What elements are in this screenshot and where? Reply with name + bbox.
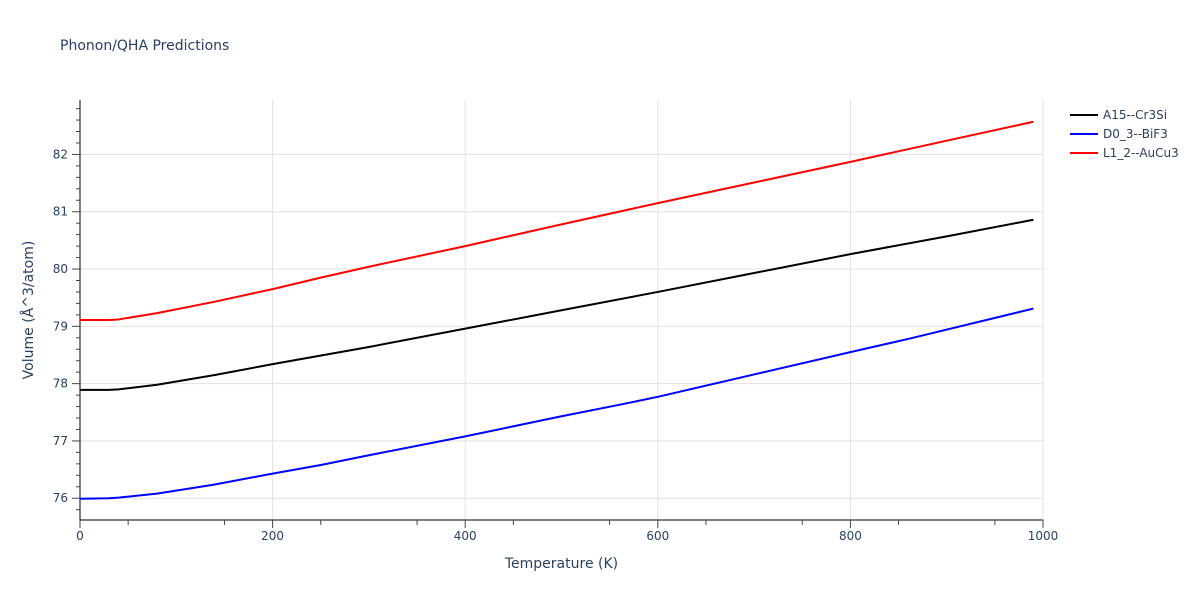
series-lines [79, 120, 1034, 500]
y-axis-ticks: 76 77 78 79 80 81 82 [53, 108, 80, 511]
legend-item[interactable]: L1_2--AuCu3 [1070, 146, 1179, 160]
y-tick-label: 79 [53, 319, 68, 333]
legend-label: A15--Cr3Si [1103, 108, 1167, 122]
x-axis-title: Temperature (K) [504, 556, 618, 572]
series-line-0[interactable] [80, 218, 1034, 391]
x-tick-label: 1000 [1028, 529, 1059, 543]
y-tick-label: 80 [53, 262, 68, 276]
series-line-1[interactable] [79, 307, 1034, 500]
y-tick-label: 76 [53, 491, 68, 505]
x-tick-label: 400 [454, 529, 477, 543]
y-axis-title: Volume (Å^3/atom) [20, 241, 37, 380]
y-tick-label: 78 [53, 377, 68, 391]
legend-item[interactable]: D0_3--BiF3 [1070, 127, 1168, 141]
y-tick-label: 82 [53, 147, 68, 161]
y-tick-label: 77 [53, 434, 68, 448]
series-line-2[interactable] [80, 120, 1034, 322]
x-tick-label: 0 [76, 529, 84, 543]
legend-label: D0_3--BiF3 [1103, 127, 1168, 141]
x-axis-ticks: 0 200 400 600 800 1000 [76, 520, 1058, 543]
x-tick-label: 800 [839, 529, 862, 543]
grid-lines [80, 100, 1044, 520]
legend[interactable]: A15--Cr3Si D0_3--BiF3 L1_2--AuCu3 [1070, 108, 1179, 160]
axes [79, 100, 1043, 521]
chart-title: Phonon/QHA Predictions [60, 38, 229, 54]
x-tick-label: 600 [646, 529, 669, 543]
y-tick-label: 81 [53, 205, 68, 219]
legend-label: L1_2--AuCu3 [1103, 146, 1179, 160]
x-tick-label: 200 [261, 529, 284, 543]
legend-item[interactable]: A15--Cr3Si [1070, 108, 1167, 122]
